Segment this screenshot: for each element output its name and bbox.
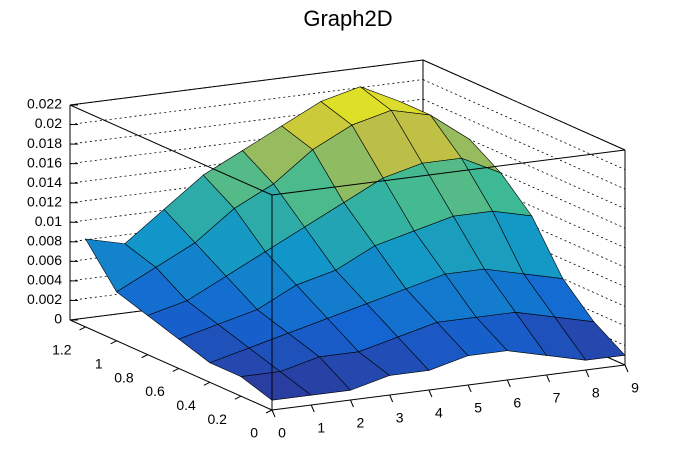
- z-tick-label: 0.006: [27, 252, 62, 268]
- z-tick-label: 0.022: [27, 96, 62, 112]
- x-tick: [467, 384, 472, 393]
- x-tick: [310, 404, 315, 413]
- y-tick-label: 0: [250, 425, 258, 441]
- chart-title: Graph2D: [303, 6, 392, 31]
- y-tick: [203, 381, 211, 386]
- z-tick-label: 0.016: [27, 154, 62, 170]
- z-tick-label: 0.002: [27, 291, 62, 307]
- y-tick: [234, 395, 242, 400]
- grid-line: [422, 79, 626, 170]
- y-tick-label: 0.6: [145, 383, 165, 399]
- x-tick-label: 6: [513, 395, 521, 411]
- grid-line: [69, 59, 424, 106]
- y-tick: [141, 354, 148, 359]
- x-tick-label: 8: [592, 385, 600, 401]
- z-tick-label: 0.01: [35, 213, 62, 229]
- x-tick: [624, 364, 629, 373]
- z-tick-label: 0.008: [27, 233, 62, 249]
- z-tick-label: 0.018: [27, 135, 62, 151]
- y-tick-label: 1.2: [52, 342, 72, 358]
- x-tick: [506, 379, 511, 388]
- x-tick-label: 5: [474, 400, 482, 416]
- z-tick-label: 0.012: [27, 193, 62, 209]
- grid-line: [69, 79, 424, 125]
- y-tick-label: 0.2: [207, 411, 227, 427]
- grid-line: [422, 59, 626, 151]
- x-tick: [585, 369, 590, 378]
- x-tick-label: 7: [553, 390, 561, 406]
- x-tick: [428, 389, 433, 398]
- y-tick-label: 1: [95, 355, 103, 371]
- y-tick: [110, 340, 117, 345]
- x-tick-label: 0: [278, 425, 286, 441]
- y-axis: [69, 319, 273, 411]
- box-edge: [69, 104, 273, 196]
- x-tick-label: 4: [435, 405, 443, 421]
- grid-line: [422, 98, 626, 190]
- x-tick: [546, 374, 551, 383]
- z-tick-label: 0.02: [35, 115, 62, 131]
- surface-cell: [240, 371, 312, 401]
- x-tick: [349, 399, 354, 408]
- y-tick-label: 0.8: [114, 369, 134, 385]
- y-tick: [172, 368, 179, 372]
- y-tick: [265, 409, 273, 414]
- x-tick: [389, 394, 394, 403]
- y-tick-label: 0.4: [176, 397, 196, 413]
- z-tick-label: 0: [54, 311, 62, 327]
- x-axis: [271, 364, 626, 411]
- x-tick-label: 1: [317, 420, 325, 436]
- x-tick-label: 9: [631, 380, 639, 396]
- z-tick-label: 0.014: [27, 174, 62, 190]
- x-tick-label: 2: [357, 415, 365, 431]
- x-tick-label: 3: [396, 410, 404, 426]
- z-tick-label: 0.004: [27, 272, 62, 288]
- box-edge: [271, 149, 626, 196]
- x-tick: [271, 409, 276, 418]
- y-tick: [79, 326, 86, 331]
